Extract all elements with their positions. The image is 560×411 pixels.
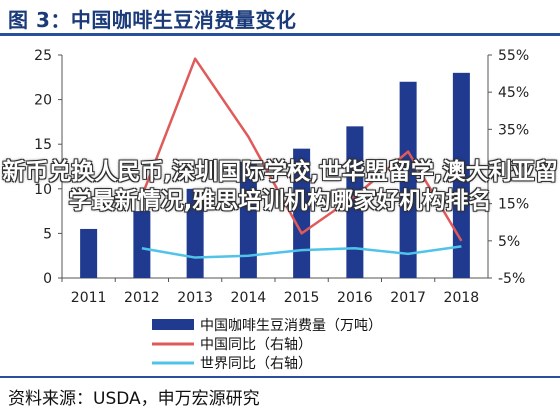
bar-consumption bbox=[293, 148, 311, 278]
overlay-link[interactable]: 新币兑换人民币,深圳国际学校,世华盟留学,澳大利亚留学最新情况,雅思培训机构哪家… bbox=[2, 159, 558, 214]
x-tick-label: 2015 bbox=[284, 290, 320, 306]
bar-consumption bbox=[239, 162, 257, 278]
right-tick-label: 5% bbox=[498, 234, 520, 250]
left-tick-label: 0 bbox=[43, 271, 52, 287]
left-tick-label: 20 bbox=[34, 93, 52, 109]
line-china-yoy bbox=[140, 57, 463, 242]
chart-title: 图 3：中国咖啡生豆消费量变化 bbox=[8, 8, 297, 32]
chart-svg: 0 5 10 15 20 25 -5% 5% 15% 25% 35% 45% 55% 2011 2012 20… bbox=[34, 48, 529, 372]
x-tick-label: 2016 bbox=[337, 290, 373, 306]
x-tick-label: 2018 bbox=[444, 290, 480, 306]
left-tick-label: 15 bbox=[34, 137, 52, 153]
x-tick-label: 2013 bbox=[177, 290, 213, 306]
bar-consumption bbox=[452, 72, 470, 278]
x-tick-label: 2012 bbox=[124, 290, 160, 306]
right-tick-label: 45% bbox=[498, 85, 529, 101]
left-tick-label: 5 bbox=[43, 226, 52, 242]
legend-swatch-consumption bbox=[152, 319, 194, 330]
right-tick-label: 15% bbox=[498, 197, 529, 213]
bar-consumption bbox=[80, 228, 98, 278]
right-tick-label: 25% bbox=[498, 160, 529, 176]
bar-consumption bbox=[133, 211, 151, 278]
source-divider bbox=[0, 376, 560, 378]
right-tick-label: 55% bbox=[498, 48, 529, 64]
x-tick-label: 2014 bbox=[231, 290, 267, 306]
x-tick-label: 2011 bbox=[71, 290, 107, 306]
bar-consumption bbox=[399, 81, 417, 278]
right-tick-label: 35% bbox=[498, 122, 529, 138]
legend-label-consumption: 中国咖啡生豆消费量（万吨） bbox=[200, 318, 382, 334]
spam-overlay-text[interactable]: 新币兑换人民币,深圳国际学校,世华盟留学,澳大利亚留学最新情况,雅思培训机构哪家… bbox=[0, 158, 560, 216]
source-note: 资料来源：USDA，申万宏源研究 bbox=[8, 389, 260, 409]
title-divider bbox=[0, 33, 560, 36]
right-tick-label: -5% bbox=[498, 271, 525, 287]
left-tick-label: 25 bbox=[34, 48, 52, 64]
legend-label-world: 世界同比（右轴） bbox=[200, 356, 312, 372]
bar-consumption bbox=[346, 126, 364, 278]
line-world-yoy bbox=[141, 245, 462, 259]
legend-label-china: 中国同比（右轴） bbox=[200, 337, 312, 353]
left-tick-label: 10 bbox=[34, 182, 52, 198]
x-tick-label: 2017 bbox=[390, 290, 426, 306]
